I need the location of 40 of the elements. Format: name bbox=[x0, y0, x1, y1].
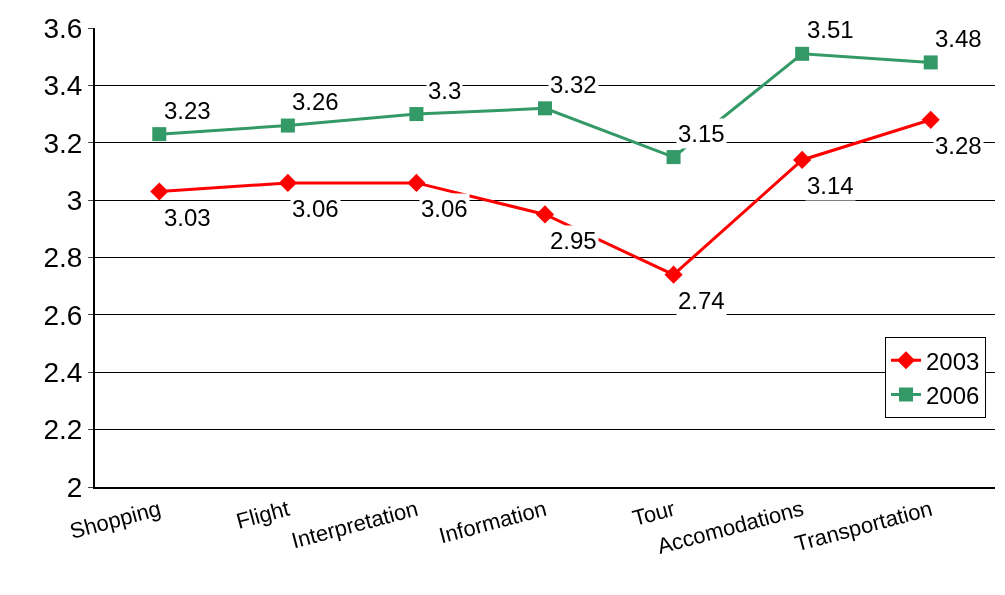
data-label: 3.23 bbox=[164, 97, 211, 124]
point bbox=[538, 101, 552, 116]
point bbox=[666, 150, 681, 165]
legend-label: 2006 bbox=[926, 381, 980, 409]
data-label: 3.28 bbox=[935, 132, 982, 159]
y-tick-label: 2.8 bbox=[43, 242, 83, 274]
point bbox=[152, 127, 167, 142]
point bbox=[923, 55, 938, 70]
y-tick-label: 2.4 bbox=[43, 357, 83, 389]
point bbox=[664, 265, 683, 284]
y-tick-label: 2 bbox=[66, 471, 83, 503]
y-tick-label: 3.6 bbox=[43, 12, 83, 44]
x-tick-label: Flight bbox=[233, 495, 292, 534]
point bbox=[150, 182, 169, 201]
y-tick-label: 2.2 bbox=[43, 414, 83, 446]
y-tick-label: 3.2 bbox=[43, 127, 83, 159]
point bbox=[407, 173, 426, 193]
data-label: 3.03 bbox=[164, 204, 211, 231]
data-label: 3.15 bbox=[678, 120, 725, 147]
y-tick-label: 3 bbox=[66, 184, 83, 216]
data-label: 3.51 bbox=[807, 16, 854, 43]
point bbox=[793, 150, 812, 170]
data-label: 3.14 bbox=[807, 172, 854, 199]
data-label: 3.3 bbox=[428, 77, 462, 104]
data-label: 3.48 bbox=[935, 25, 982, 52]
point bbox=[280, 118, 295, 133]
data-label: 3.26 bbox=[292, 88, 339, 115]
point bbox=[278, 173, 297, 193]
point bbox=[795, 46, 810, 61]
point bbox=[535, 205, 555, 224]
data-label: 3.32 bbox=[550, 71, 597, 98]
data-label: 2.74 bbox=[678, 287, 725, 314]
y-tick-label: 2.6 bbox=[43, 299, 83, 331]
legend-label: 2003 bbox=[926, 347, 980, 375]
data-label: 3.06 bbox=[421, 195, 468, 222]
data-label: 3.06 bbox=[292, 195, 339, 222]
y-tick-label: 3.4 bbox=[43, 70, 83, 102]
data-label: 2.95 bbox=[550, 227, 597, 254]
point bbox=[409, 107, 424, 122]
point bbox=[921, 110, 940, 129]
